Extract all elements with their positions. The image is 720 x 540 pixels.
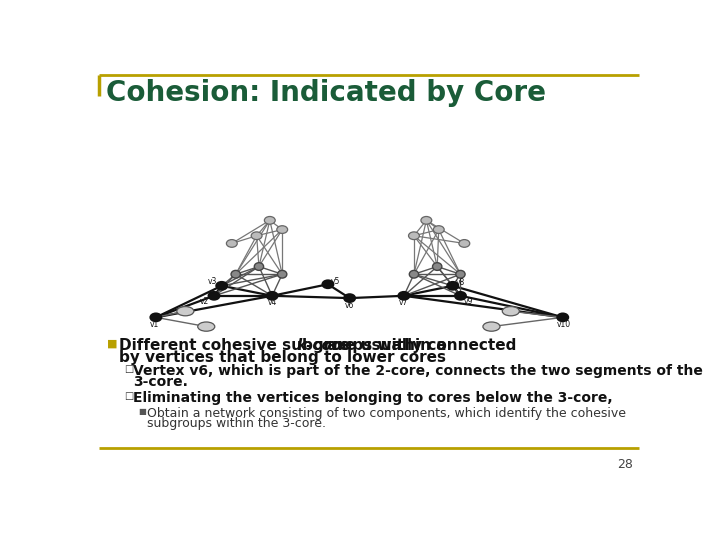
Ellipse shape: [277, 271, 287, 278]
Text: Different cohesive subgroups within a: Different cohesive subgroups within a: [119, 338, 451, 353]
Ellipse shape: [323, 280, 333, 288]
Text: by vertices that belong to lower cores: by vertices that belong to lower cores: [119, 350, 446, 364]
Ellipse shape: [198, 322, 215, 331]
Ellipse shape: [209, 292, 220, 300]
Ellipse shape: [408, 232, 419, 240]
Ellipse shape: [455, 292, 466, 300]
Ellipse shape: [231, 271, 240, 278]
Text: Obtain a network consisting of two components, which identify the cohesive: Obtain a network consisting of two compo…: [147, 408, 626, 421]
Ellipse shape: [503, 307, 519, 316]
Text: Eliminating the vertices belonging to cores below the 3-core,: Eliminating the vertices belonging to co…: [133, 390, 613, 404]
Text: v8: v8: [456, 278, 465, 287]
Text: v5: v5: [331, 276, 341, 286]
Text: Cohesion: Indicated by Core: Cohesion: Indicated by Core: [106, 79, 546, 107]
Text: v2: v2: [200, 298, 210, 307]
Ellipse shape: [456, 271, 465, 278]
Text: v6: v6: [345, 301, 354, 309]
Text: 3-core.: 3-core.: [133, 375, 188, 389]
Ellipse shape: [433, 262, 442, 271]
Ellipse shape: [421, 217, 432, 224]
Ellipse shape: [177, 307, 194, 316]
Ellipse shape: [264, 217, 275, 224]
Ellipse shape: [150, 314, 161, 321]
Text: ■: ■: [107, 338, 117, 348]
Text: Vertex v6, which is part of the 2-core, connects the two segments of the: Vertex v6, which is part of the 2-core, …: [133, 364, 703, 379]
Ellipse shape: [433, 226, 444, 233]
Ellipse shape: [276, 226, 287, 233]
Text: v3: v3: [208, 276, 217, 286]
Text: v10: v10: [557, 320, 572, 329]
Text: v7: v7: [399, 298, 408, 307]
Ellipse shape: [266, 292, 277, 300]
Text: k-core: k-core: [297, 338, 351, 353]
Ellipse shape: [447, 282, 458, 289]
Text: □: □: [124, 364, 133, 374]
Text: ■: ■: [138, 408, 146, 416]
Text: v9: v9: [464, 298, 473, 307]
Ellipse shape: [216, 282, 228, 289]
Ellipse shape: [254, 262, 264, 271]
Ellipse shape: [409, 271, 418, 278]
Text: □: □: [124, 390, 133, 401]
Ellipse shape: [226, 240, 238, 247]
Text: v1: v1: [150, 320, 159, 329]
Ellipse shape: [398, 292, 409, 300]
Ellipse shape: [557, 314, 568, 321]
Text: are usually connected: are usually connected: [323, 338, 517, 353]
Text: subgroups within the 3-core.: subgroups within the 3-core.: [147, 417, 325, 430]
Ellipse shape: [459, 240, 469, 247]
Ellipse shape: [344, 294, 355, 302]
Ellipse shape: [483, 322, 500, 331]
Ellipse shape: [251, 232, 262, 240]
Text: v4: v4: [267, 298, 276, 307]
Text: 28: 28: [616, 457, 632, 470]
